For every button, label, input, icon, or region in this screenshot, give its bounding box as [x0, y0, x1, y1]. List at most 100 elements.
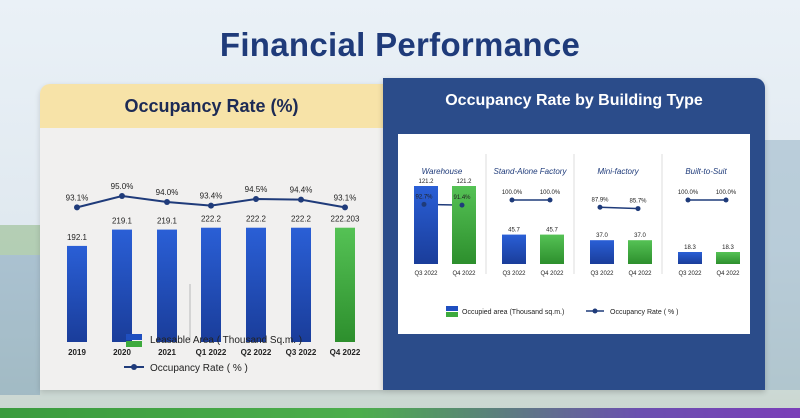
occupancy-point [421, 201, 427, 207]
bar-value-label: 37.0 [634, 233, 646, 239]
legend-point [592, 308, 598, 314]
occupancy-point [208, 202, 214, 209]
bar-value-label: 222.2 [291, 215, 312, 224]
occupancy-label: 100.0% [502, 190, 523, 196]
occupancy-line [599, 206, 639, 210]
bar-value-label: 37.0 [596, 233, 608, 239]
bar-value-label: 222.2 [201, 215, 222, 224]
x-tick-label: Q4 2022 [540, 271, 564, 277]
bar-q4 [716, 252, 740, 264]
x-tick-label: Q4 2022 [628, 271, 652, 277]
occupancy-label: 93.4% [200, 192, 223, 201]
x-tick-label: Q3 2022 [678, 271, 702, 277]
occupancy-label: 93.1% [334, 193, 357, 202]
group-title: Warehouse [422, 167, 463, 176]
legend-swatch-green [126, 341, 142, 347]
occupancy-label: 87.9% [591, 197, 609, 203]
occupancy-point [509, 197, 515, 203]
bar-q3 [414, 186, 438, 264]
bottom-gradient-strip [0, 408, 800, 418]
leasable-area-chart: 192.1 2019 93.1% 219.1 2020 95.0% 219.1 2021 94.… [66, 182, 361, 357]
x-tick-label: Q4 2022 [452, 271, 476, 277]
bar-q4 [628, 240, 652, 264]
left-chart-panel: Occupancy Rate (%) 192.1 2019 93.1% 219.1 20… [40, 84, 383, 390]
legend-label-occupancy: Occupancy Rate ( % ) [150, 363, 248, 374]
group-title: Mini-factory [597, 167, 639, 176]
bar-2019 [67, 245, 87, 342]
occupancy-point [342, 204, 348, 211]
bar-q4-2022 [335, 227, 355, 342]
occupancy-label: 95.0% [111, 182, 134, 191]
bar-value-label: 18.3 [722, 245, 734, 251]
bar-q1-2022 [201, 227, 221, 342]
bar-value-label: 121.2 [456, 179, 472, 185]
bar-value-label: 192.1 [67, 233, 88, 242]
occupancy-label: 94.4% [290, 186, 313, 195]
x-tick-label: Q3 2022 [502, 271, 526, 277]
left-legend: Leasable Area ( Thousand Sq.m. ) Occupanc… [124, 334, 302, 374]
bar-q4 [452, 186, 476, 264]
bar-value-label: 121.2 [418, 179, 434, 185]
legend-swatch-green [446, 312, 458, 317]
x-tick-label: Q3 2022 [414, 271, 438, 277]
right-panel-header: Occupancy Rate by Building Type [445, 92, 703, 109]
occupancy-label: 100.0% [716, 190, 737, 196]
bar-q3 [590, 240, 614, 264]
occupancy-point [723, 197, 729, 203]
x-tick-label: Q3 2022 [590, 271, 614, 277]
bar-value-label: 222.2 [246, 215, 267, 224]
occupancy-point [547, 197, 553, 203]
group-title: Built-to-Suit [685, 167, 727, 176]
x-tick-label: 2019 [68, 348, 86, 357]
legend-swatch-blue [126, 334, 142, 340]
legend-swatch-blue [446, 306, 458, 311]
bar-2021 [157, 229, 177, 342]
legend-label-area: Leasable Area ( Thousand Sq.m. ) [150, 335, 302, 346]
page-title: Financial Performance [219, 26, 581, 63]
bar-q3 [502, 234, 526, 264]
bar-2020 [112, 229, 132, 342]
occupancy-label: 100.0% [540, 190, 561, 196]
bar-value-label: 219.1 [157, 217, 178, 226]
occupancy-label: 94.0% [156, 188, 179, 197]
legend-label-area: Occupied area (Thousand sq.m.) [462, 309, 564, 316]
bar-q3 [678, 252, 702, 264]
x-tick-label: 2021 [158, 348, 176, 357]
occupancy-point [253, 196, 259, 202]
bar-q4 [540, 234, 564, 264]
occupancy-label: 85.7% [629, 199, 647, 205]
occupancy-point [459, 202, 465, 208]
bar-value-label: 45.7 [508, 228, 520, 234]
bar-value-label: 45.7 [546, 228, 558, 234]
bar-value-label: 219.1 [112, 217, 133, 226]
occupancy-label: 91.4% [453, 195, 471, 201]
bar-q3-2022 [291, 227, 311, 342]
occupancy-point [298, 196, 304, 203]
legend-label-occupancy: Occupancy Rate ( % ) [610, 309, 678, 316]
occupancy-point [164, 199, 170, 205]
occupancy-point [74, 204, 80, 211]
left-panel-header: Occupancy Rate (%) [40, 84, 383, 128]
group-title: Stand-Alone Factory [494, 167, 568, 176]
building-type-chart: Warehouse 121.2 Q3 2022 92.7% 121.2 Q4 2022 91… [414, 154, 740, 317]
x-tick-label: Q2 2022 [241, 348, 272, 357]
x-tick-label: Q4 2022 [330, 348, 361, 357]
occupancy-label: 92.7% [415, 194, 433, 200]
occupancy-label: 93.1% [66, 193, 89, 202]
occupancy-label: 100.0% [678, 190, 699, 196]
bar-value-label: 222.203 [331, 215, 360, 224]
occupancy-label: 94.5% [245, 185, 268, 194]
legend-point [131, 364, 137, 370]
x-tick-label: Q3 2022 [286, 348, 317, 357]
occupancy-point [597, 204, 603, 210]
x-tick-label: Q4 2022 [716, 271, 740, 277]
bar-q2-2022 [246, 227, 266, 342]
bar-value-label: 18.3 [684, 245, 696, 251]
x-tick-label: Q1 2022 [196, 348, 227, 357]
occupancy-point [635, 206, 641, 212]
x-tick-label: 2020 [113, 348, 131, 357]
building-type-card: Warehouse 121.2 Q3 2022 92.7% 121.2 Q4 2022 91… [398, 134, 750, 334]
occupancy-point [119, 193, 125, 199]
occupancy-point [685, 197, 691, 203]
